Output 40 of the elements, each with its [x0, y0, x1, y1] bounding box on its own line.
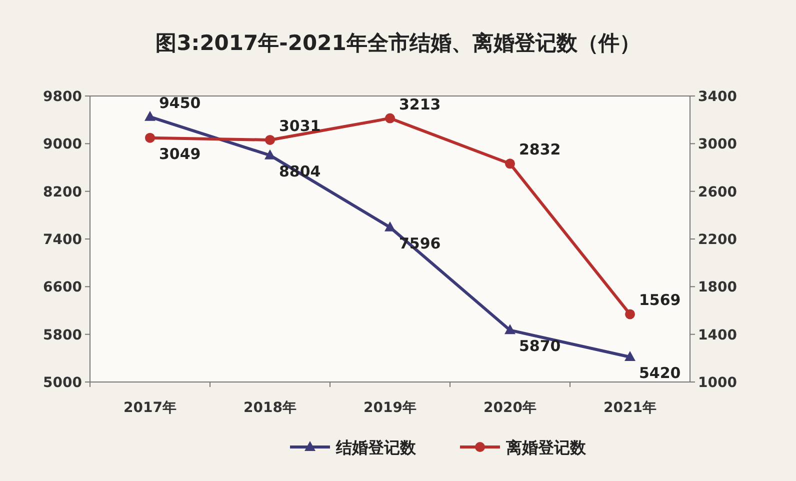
- y-tick-label: 7400: [43, 232, 82, 248]
- y2-tick-label: 1400: [698, 327, 738, 344]
- x-tick-label: 2017年: [124, 400, 176, 416]
- y2-tick-label: 3400: [698, 89, 738, 105]
- y-tick-label: 6600: [43, 280, 82, 296]
- data-label: 9450: [159, 94, 201, 112]
- point: [505, 158, 515, 169]
- data-label: 3213: [399, 95, 441, 114]
- y-tick-label: 9000: [43, 136, 82, 153]
- point: [265, 134, 275, 145]
- point: [625, 309, 635, 320]
- point: [504, 324, 516, 334]
- y-tick-label: 5800: [43, 327, 82, 344]
- y-tick-label: 5000: [43, 375, 82, 391]
- x-tick-label: 2020年: [484, 400, 536, 416]
- x-tick-label: 2021年: [604, 400, 656, 416]
- x-tick-label: 2018年: [244, 400, 296, 416]
- data-label: 2832: [519, 140, 561, 159]
- y2-tick-label: 1800: [698, 280, 738, 296]
- point: [385, 113, 395, 124]
- y2-tick-label: 3000: [698, 136, 738, 153]
- chart-title: 图3:2017年-2021年全市结婚、离婚登记数（件）: [156, 31, 640, 55]
- data-label: 5420: [639, 364, 681, 382]
- point: [384, 221, 396, 232]
- data-label: 5870: [519, 337, 561, 356]
- x-tick-label: 2019年: [364, 400, 416, 416]
- point: [264, 149, 276, 160]
- data-label: 3049: [159, 144, 201, 163]
- legend-label: 结婚登记数: [335, 438, 417, 457]
- y-tick-label: 8200: [43, 184, 82, 200]
- point: [144, 110, 156, 121]
- y-tick-label: 9800: [43, 89, 82, 105]
- data-label: 3031: [279, 116, 321, 135]
- data-label: 1569: [639, 291, 681, 310]
- legend-label: 离婚登记数: [505, 438, 587, 457]
- y2-tick-label: 2600: [698, 184, 738, 200]
- y2-tick-label: 2200: [698, 232, 738, 248]
- point: [624, 350, 636, 361]
- point: [145, 132, 155, 143]
- y2-tick-label: 1000: [698, 375, 738, 391]
